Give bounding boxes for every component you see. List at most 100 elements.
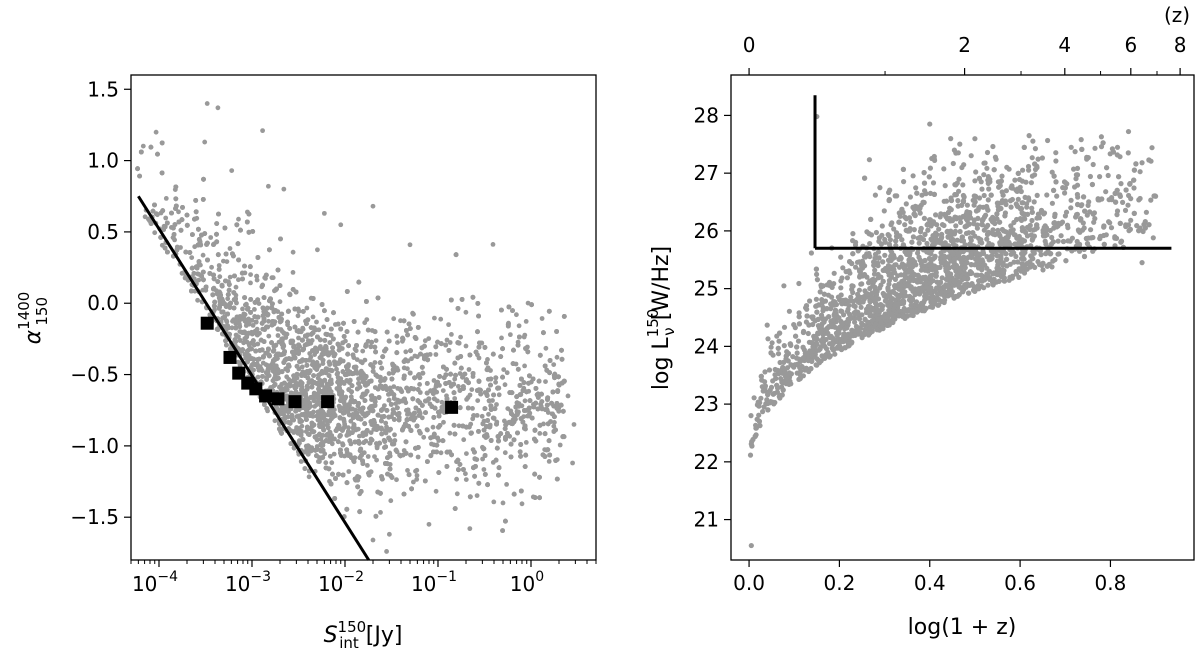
scatter-point [240,276,245,282]
scatter-point [405,468,410,473]
scatter-point [432,315,437,321]
scatter-point [148,144,154,150]
scatter-point [424,381,430,386]
scatter-point [359,360,365,366]
scatter-point [260,360,266,366]
scatter-point [519,501,525,507]
scatter-point [315,247,320,253]
scatter-point [282,349,287,354]
scatter-point [369,393,375,398]
scatter-point [261,295,267,300]
scatter-point [456,384,461,389]
scatter-point [396,417,402,423]
scatter-point [408,348,413,354]
scatter-point [248,280,253,286]
scatter-point [491,499,497,505]
scatter-point [405,332,410,338]
scatter-point [314,453,319,459]
scatter-point [509,411,514,417]
scatter-point [490,351,496,357]
scatter-point [387,427,392,433]
scatter-point [474,413,480,418]
scatter-point [262,402,267,407]
scatter-point [401,365,407,371]
scatter-point [215,327,221,332]
scatter-point [537,495,542,501]
scatter-point [464,397,469,402]
scatter-point [542,363,548,369]
scatter-point [163,215,169,221]
scatter-point [452,506,458,511]
scatter-point [211,286,216,292]
scatter-point [447,449,453,455]
scatter-point [319,346,325,352]
scatter-point [159,170,165,176]
scatter-point [372,360,378,365]
scatter-point [350,352,356,358]
scatter-point [322,338,328,343]
scatter-point [433,352,439,357]
scatter-point [224,259,230,264]
scatter-point [225,292,231,297]
scatter-point [306,474,312,480]
scatter-point [544,447,549,453]
scatter-point [227,274,233,280]
scatter-point [215,252,221,258]
scatter-point [414,354,420,360]
scatter-point [176,209,181,215]
scatter-point [241,340,247,346]
scatter-point [236,277,241,283]
scatter-point [432,396,437,402]
scatter-point [298,459,304,464]
scatter-point [539,316,545,321]
scatter-point [403,349,409,355]
scatter-point [539,399,545,404]
scatter-point [256,301,262,306]
scatter-point [394,333,400,339]
scatter-point [517,449,523,455]
scatter-point [368,430,374,435]
scatter-point [331,451,337,457]
scatter-point [514,412,520,417]
scatter-point [499,335,504,341]
scatter-point [505,406,511,411]
scatter-point [235,241,241,247]
scatter-point [480,456,485,462]
scatter-point [275,267,281,273]
scatter-point [248,272,254,277]
scatter-point [408,428,414,433]
scatter-point [299,364,305,370]
scatter-point [454,491,460,497]
scatter-point [302,466,308,471]
scatter-point [452,396,458,401]
scatter-point [224,342,229,348]
scatter-point [348,418,354,424]
scatter-point [521,334,527,340]
scatter-point [195,271,201,277]
scatter-point [479,413,485,419]
scatter-point [318,436,324,442]
scatter-point [296,440,302,446]
scatter-point [460,384,466,389]
scatter-point [321,324,327,330]
scatter-point [444,464,450,469]
scatter-point [254,273,260,279]
scatter-point [501,367,507,372]
scatter-point [444,337,450,343]
scatter-point [223,251,229,257]
scatter-point [527,373,532,379]
scatter-point [449,332,454,337]
scatter-point [496,392,502,398]
scatter-point [467,392,473,398]
scatter-point [474,493,480,498]
scatter-point [270,275,276,281]
scatter-point [464,451,469,456]
scatter-point [360,348,366,354]
scatter-point [159,140,165,146]
scatter-point [361,440,367,445]
scatter-point [303,333,309,339]
scatter-point [284,374,290,380]
scatter-point [215,279,221,284]
scatter-point [525,413,530,419]
scatter-point [242,263,247,269]
